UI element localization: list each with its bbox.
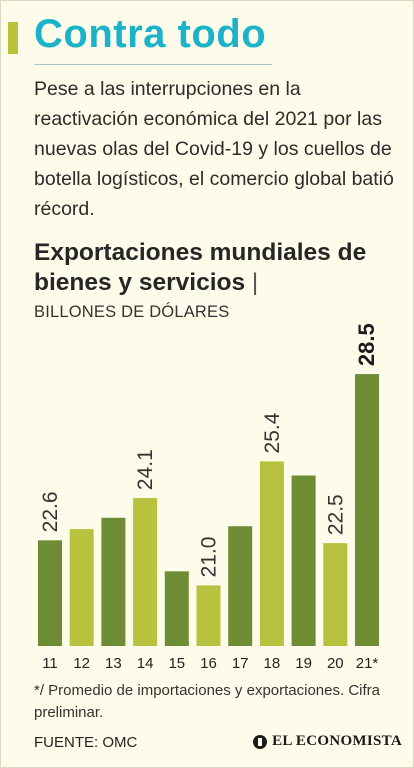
x-tick-18: 18 [264, 655, 281, 672]
brand-mark-icon [253, 734, 268, 749]
bar-20 [323, 543, 348, 646]
x-tick-20: 20 [327, 655, 344, 672]
intro-text: Pese a las interrupciones en la reactiva… [34, 78, 394, 220]
bar-21* [355, 374, 379, 646]
data-label-20: 22.5 [324, 494, 347, 535]
bar-14 [133, 498, 158, 646]
footnote: */ Promedio de importaciones y exportaci… [34, 682, 380, 721]
source-label: FUENTE: OMC [34, 734, 138, 751]
x-tick-15: 15 [168, 655, 185, 672]
data-label-21*: 28.5 [354, 323, 379, 366]
data-label-16: 21.0 [198, 537, 221, 578]
bar-11 [38, 540, 62, 646]
x-tick-21*: 21* [356, 655, 379, 672]
brand-name: EL ECONOMISTA [272, 733, 402, 749]
chart-title-block: Exportaciones mundiales de bienes y serv… [34, 238, 406, 298]
bar-12 [69, 529, 94, 646]
title-separator: | [251, 269, 259, 296]
data-label-11: 22.6 [39, 491, 62, 532]
bar-18 [259, 461, 284, 646]
brand-logo: EL ECONOMISTA [253, 733, 402, 750]
data-label-18: 25.4 [261, 412, 284, 453]
chart-title: Exportaciones mundiales de bienes y serv… [34, 239, 367, 296]
x-tick-14: 14 [137, 655, 154, 672]
bar-13 [101, 517, 126, 646]
x-tick-17: 17 [232, 655, 249, 672]
bar-17 [228, 526, 253, 646]
title-divider [34, 64, 272, 65]
bar-15 [164, 571, 189, 646]
data-label-14: 24.1 [134, 449, 157, 490]
x-tick-11: 11 [42, 655, 58, 672]
x-tick-13: 13 [105, 655, 122, 672]
x-tick-19: 19 [295, 655, 312, 672]
bar-19 [291, 475, 316, 646]
bar-16 [196, 585, 221, 646]
x-tick-16: 16 [200, 655, 217, 672]
title-accent-bar [8, 22, 18, 54]
page-title: Contra todo [34, 12, 267, 56]
chart-unit-label: BILLONES DE DÓLARES [34, 303, 230, 321]
x-tick-12: 12 [73, 655, 90, 672]
